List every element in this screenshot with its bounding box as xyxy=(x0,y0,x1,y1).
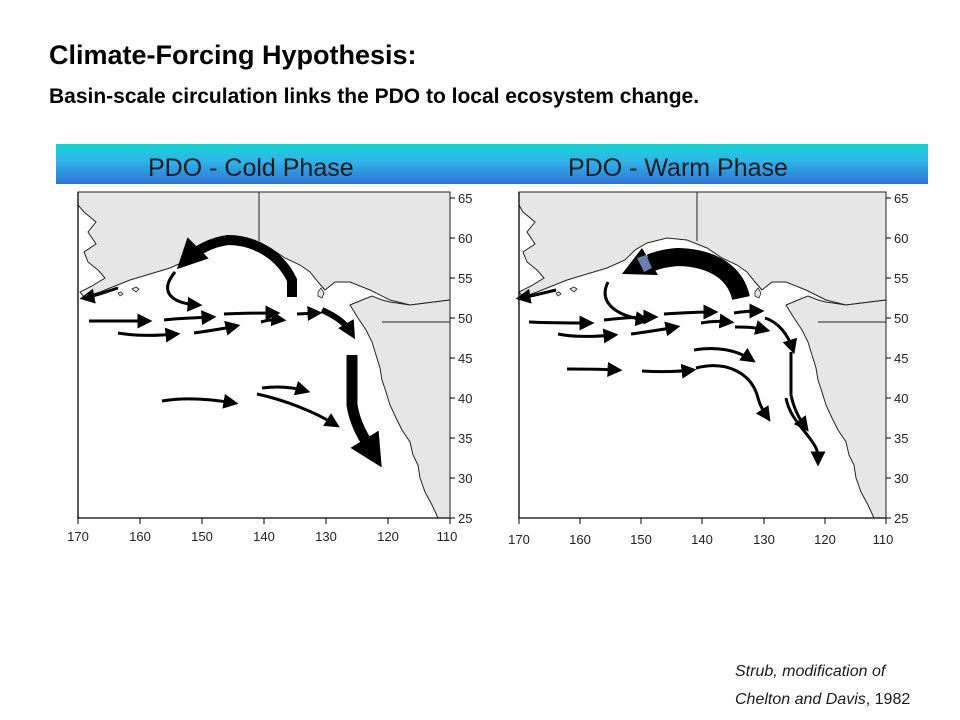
lon-tick-label: 130 xyxy=(315,529,337,544)
cold-lon-ticks: 170 160 150 140 130 120 110 xyxy=(67,518,457,544)
lon-tick-label: 160 xyxy=(569,532,591,547)
lat-tick-label: 55 xyxy=(894,271,908,286)
lon-tick-label: 170 xyxy=(508,532,530,547)
warm-phase-current-arrows xyxy=(515,247,826,467)
warm-lon-ticks: 170 160 150 140 130 120 110 xyxy=(508,518,893,547)
lat-tick-label: 35 xyxy=(894,431,908,446)
cold-phase-current-arrows xyxy=(79,234,382,468)
lat-tick-label: 40 xyxy=(894,391,908,406)
slide-title: Climate-Forcing Hypothesis: xyxy=(49,40,417,70)
lon-tick-label: 130 xyxy=(753,532,775,547)
lat-tick-label: 65 xyxy=(458,191,472,206)
land-north-america xyxy=(785,295,887,519)
warm-lat-ticks: 65 60 55 50 45 40 35 30 25 xyxy=(886,191,908,526)
citation-authors: Chelton and Davis xyxy=(735,691,866,708)
lat-tick-label: 65 xyxy=(894,191,908,206)
lat-tick-label: 25 xyxy=(894,511,908,526)
lon-tick-label: 140 xyxy=(253,529,275,544)
slide-subtitle: Basin-scale circulation links the PDO to… xyxy=(49,85,700,108)
lon-tick-label: 170 xyxy=(67,529,89,544)
lat-tick-label: 30 xyxy=(458,471,472,486)
lon-tick-label: 140 xyxy=(691,532,713,547)
lat-tick-label: 25 xyxy=(458,511,472,526)
lon-tick-label: 120 xyxy=(377,529,399,544)
lon-tick-label: 110 xyxy=(873,532,894,547)
land-alaska xyxy=(518,191,887,306)
citation: Strub, modification of Chelton and Davis… xyxy=(735,658,910,714)
lat-tick-label: 50 xyxy=(894,311,908,326)
lon-tick-label: 120 xyxy=(814,532,836,547)
lat-tick-label: 40 xyxy=(458,391,472,406)
lat-tick-label: 35 xyxy=(458,431,472,446)
lat-tick-label: 30 xyxy=(894,471,908,486)
citation-year: , 1982 xyxy=(865,691,911,708)
lon-tick-label: 150 xyxy=(191,529,213,544)
cold-phase-label: PDO - Cold Phase xyxy=(148,154,354,182)
warm-phase-map: 170 160 150 140 130 120 110 65 60 55 50 … xyxy=(508,191,908,547)
lon-tick-label: 160 xyxy=(129,529,151,544)
warm-phase-label: PDO - Warm Phase xyxy=(568,154,788,182)
phase-header-band xyxy=(56,144,928,184)
citation-line1: Strub, modification of xyxy=(735,663,886,680)
lon-tick-label: 150 xyxy=(630,532,652,547)
lon-tick-label: 110 xyxy=(437,529,458,544)
lat-tick-label: 55 xyxy=(458,271,472,286)
lat-tick-label: 45 xyxy=(458,351,472,366)
lat-tick-label: 60 xyxy=(458,231,472,246)
lat-tick-label: 50 xyxy=(458,311,472,326)
land-north-america xyxy=(349,295,451,519)
cold-phase-map: 170 160 150 140 130 120 110 65 60 55 50 … xyxy=(67,191,472,544)
lat-tick-label: 45 xyxy=(894,351,908,366)
cold-lat-ticks: 65 60 55 50 45 40 35 30 25 xyxy=(450,191,472,526)
lat-tick-label: 60 xyxy=(894,231,908,246)
